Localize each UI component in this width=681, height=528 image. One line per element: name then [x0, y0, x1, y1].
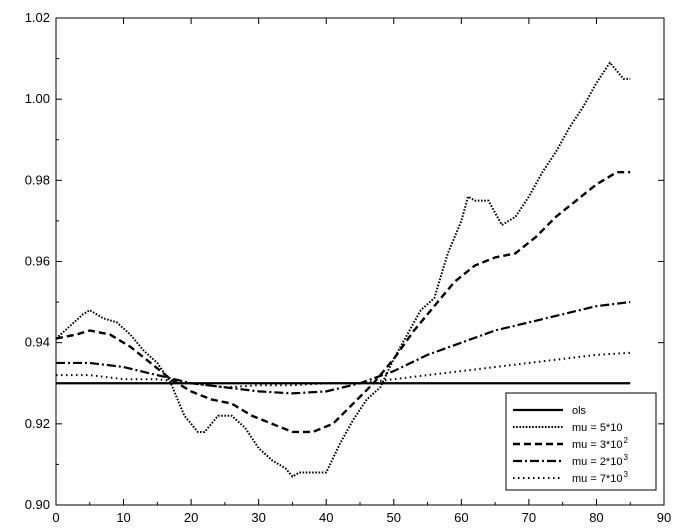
y-axis: 0.90 0.92 0.94 0.96 0.98 1.00 1.02 [25, 10, 664, 512]
y-tick-label: 0.98 [25, 172, 50, 187]
legend-superscript: 3 [623, 470, 628, 479]
legend-label: mu = 7*10 [572, 473, 622, 485]
series-line-3 [56, 300, 631, 395]
legend-superscript: 3 [623, 453, 628, 462]
series-line-4 [56, 351, 631, 389]
y-tick-label: 0.94 [25, 335, 50, 350]
y-tick-label: 1.00 [25, 91, 50, 106]
x-tick-label: 30 [251, 510, 265, 525]
series-layer [55, 61, 631, 478]
x-tick-label: 70 [522, 510, 536, 525]
x-tick-label: 40 [319, 510, 333, 525]
legend-superscript: 2 [623, 436, 628, 445]
x-tick-label: 0 [52, 510, 59, 525]
legend-label: mu = 2*10 [572, 456, 622, 468]
legend-label: ols [572, 405, 587, 417]
series-line-2 [55, 171, 631, 434]
x-axis: 0 10 20 30 40 50 60 70 80 90 [52, 18, 671, 525]
x-tick-label: 80 [589, 510, 603, 525]
x-tick-label: 10 [116, 510, 130, 525]
y-tick-label: 0.96 [25, 254, 50, 269]
series-line-1 [55, 61, 631, 478]
x-tick-label: 20 [184, 510, 198, 525]
legend-label: mu = 5*10 [572, 422, 622, 434]
y-tick-label: 0.92 [25, 416, 50, 431]
x-tick-label: 60 [454, 510, 468, 525]
x-tick-label: 90 [657, 510, 671, 525]
y-tick-label: 0.90 [25, 497, 50, 512]
legend-label: mu = 3*10 [572, 439, 622, 451]
x-tick-label: 50 [387, 510, 401, 525]
y-tick-label: 1.02 [25, 10, 50, 25]
